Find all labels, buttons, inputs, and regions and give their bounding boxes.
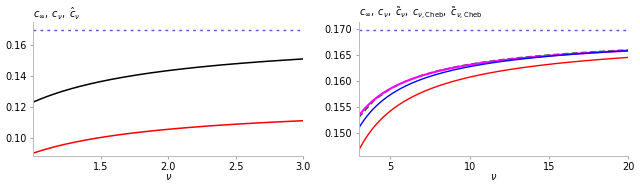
Text: $c_{\infty},\; c_{\nu},\; \hat{c}_{\nu}$: $c_{\infty},\; c_{\nu},\; \hat{c}_{\nu}$ [33,6,81,22]
X-axis label: $\nu$: $\nu$ [164,172,172,182]
Text: $c_{\infty},\; c_{\nu},\; \tilde{c}_{\nu},\; c_{\nu,\mathrm{Cheb}},\; \tilde{c}_: $c_{\infty},\; c_{\nu},\; \tilde{c}_{\nu… [358,6,482,22]
X-axis label: $\nu$: $\nu$ [490,172,497,182]
